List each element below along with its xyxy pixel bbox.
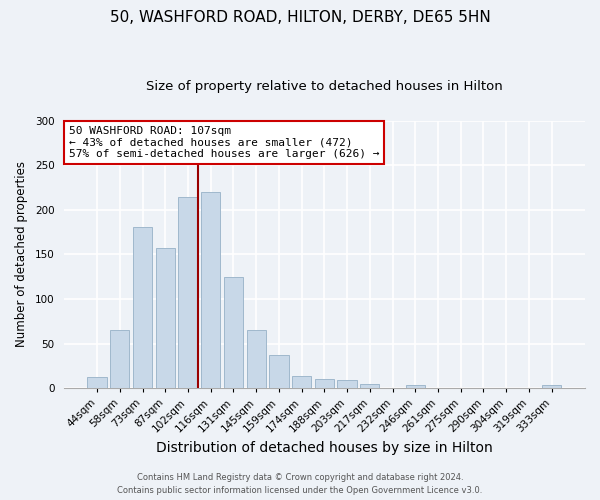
Bar [88,376,107,388]
Text: Contains HM Land Registry data © Crown copyright and database right 2024.
Contai: Contains HM Land Registry data © Crown c… [118,474,482,495]
Bar [360,384,379,388]
Bar [201,192,220,388]
Text: 50, WASHFORD ROAD, HILTON, DERBY, DE65 5HN: 50, WASHFORD ROAD, HILTON, DERBY, DE65 5… [110,10,490,25]
Bar [337,380,357,388]
Bar [542,386,562,388]
Bar [155,248,175,388]
Bar [224,276,243,388]
Bar [133,226,152,388]
Bar [292,376,311,388]
Bar [406,384,425,388]
X-axis label: Distribution of detached houses by size in Hilton: Distribution of detached houses by size … [156,441,493,455]
Bar [269,355,289,388]
Title: Size of property relative to detached houses in Hilton: Size of property relative to detached ho… [146,80,503,93]
Bar [178,198,197,388]
Bar [110,330,130,388]
Text: 50 WASHFORD ROAD: 107sqm
← 43% of detached houses are smaller (472)
57% of semi-: 50 WASHFORD ROAD: 107sqm ← 43% of detach… [69,126,379,159]
Y-axis label: Number of detached properties: Number of detached properties [15,162,28,348]
Bar [247,330,266,388]
Bar [315,379,334,388]
